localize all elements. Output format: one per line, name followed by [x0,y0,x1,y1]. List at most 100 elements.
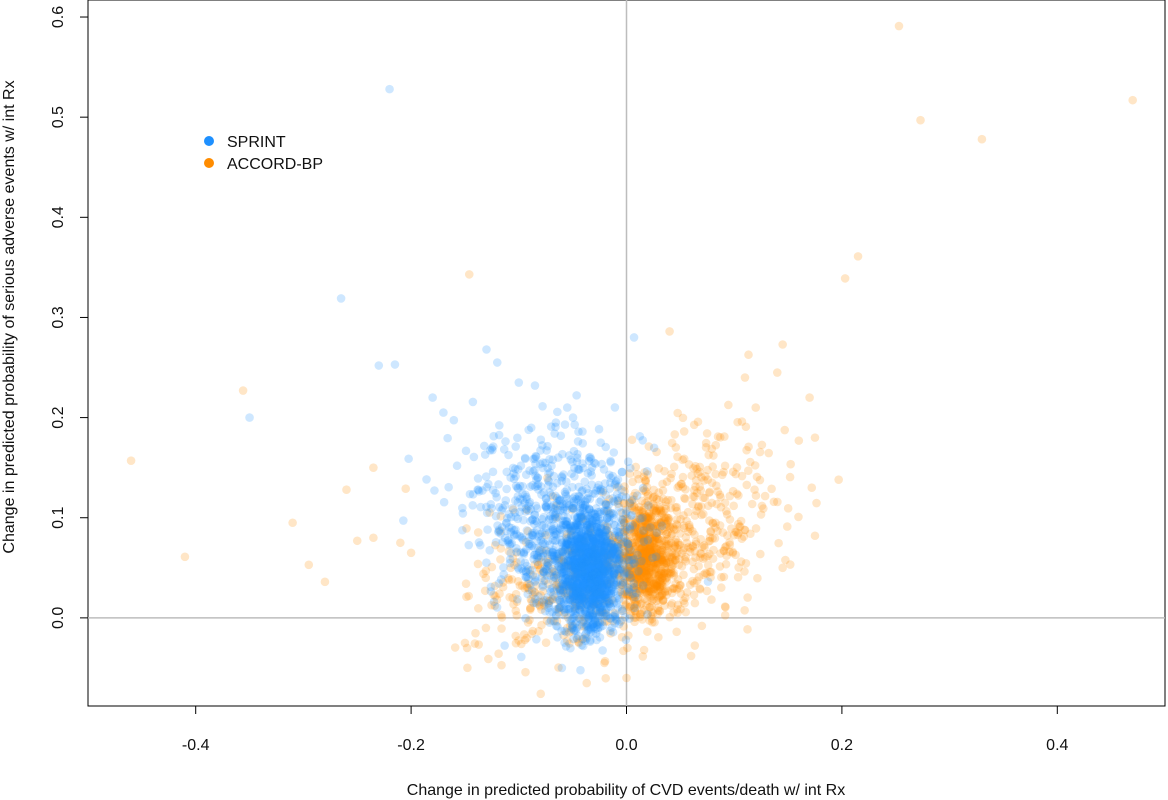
data-point [639,526,649,536]
data-point [612,542,622,551]
data-point [589,585,598,595]
data-point [647,533,657,542]
data-point [653,558,663,568]
data-point [596,552,605,562]
data-point [575,520,585,530]
data-point [649,443,659,453]
data-point [580,564,590,574]
data-point [656,579,665,589]
data-point [679,523,689,533]
data-point [636,565,646,575]
data-point [590,543,599,553]
data-point [593,577,602,586]
data-point [760,491,770,501]
data-point [709,451,718,460]
data-point [507,523,516,533]
data-point [620,587,629,596]
data-point [597,561,606,571]
data-point [585,589,595,599]
data-point [690,511,700,520]
data-point [653,609,662,619]
data-point [689,485,699,495]
data-point [577,569,586,579]
data-point [548,492,558,501]
data-point [642,578,651,588]
data-point [646,567,655,577]
data-point [523,579,532,588]
data-point [558,548,567,557]
data-point [652,533,662,543]
data-point [601,590,611,600]
data-point [731,527,740,537]
data-point [542,446,551,455]
data-point [581,636,590,646]
data-point [637,551,647,560]
data-point [735,522,745,531]
data-point [589,575,598,585]
data-point [587,542,597,551]
data-point [521,567,531,576]
data-point [575,547,584,557]
data-point [555,501,565,511]
data-point [644,442,654,451]
data-point [579,622,589,631]
data-point [658,546,668,556]
data-point [535,564,545,573]
data-point [439,408,448,417]
data-point [650,539,659,549]
data-point [673,575,683,584]
data-point [593,585,603,594]
data-point [609,575,619,585]
data-point [720,461,730,471]
data-point [641,543,651,552]
data-point [662,519,671,529]
data-point [604,589,614,598]
data-point [565,545,574,555]
data-point [631,585,640,595]
data-point [618,508,627,518]
data-point [609,547,618,556]
data-point [688,542,698,551]
data-point [599,507,609,516]
data-point [636,599,645,609]
data-point [700,553,710,562]
data-point [560,420,570,429]
data-point [637,569,647,578]
data-point [557,663,567,673]
data-point [585,576,595,586]
data-point [647,591,657,601]
data-point [654,539,664,549]
data-point [449,415,459,425]
data-point [584,578,594,587]
data-point [566,571,576,581]
data-point [654,554,664,563]
data-point [665,522,675,531]
data-point [682,588,692,597]
data-point [554,603,564,612]
data-point [581,541,591,550]
data-point [595,568,605,577]
data-point [687,471,696,480]
data-point [575,574,584,584]
data-point [524,585,534,595]
data-point [575,562,585,572]
data-point [553,571,563,581]
data-point [715,433,725,442]
data-point [582,557,591,567]
data-point [646,548,656,557]
data-point [566,621,575,631]
data-point [629,583,639,592]
data-point [599,543,609,552]
data-point [561,570,571,580]
data-point [580,557,590,567]
data-point [646,584,655,594]
data-point [629,583,638,592]
data-point [755,447,765,457]
data-point [601,583,610,593]
data-point [633,579,643,589]
data-point [645,576,654,586]
data-point [624,557,634,567]
data-point [603,550,612,560]
data-point [589,619,598,629]
data-point [581,525,591,535]
